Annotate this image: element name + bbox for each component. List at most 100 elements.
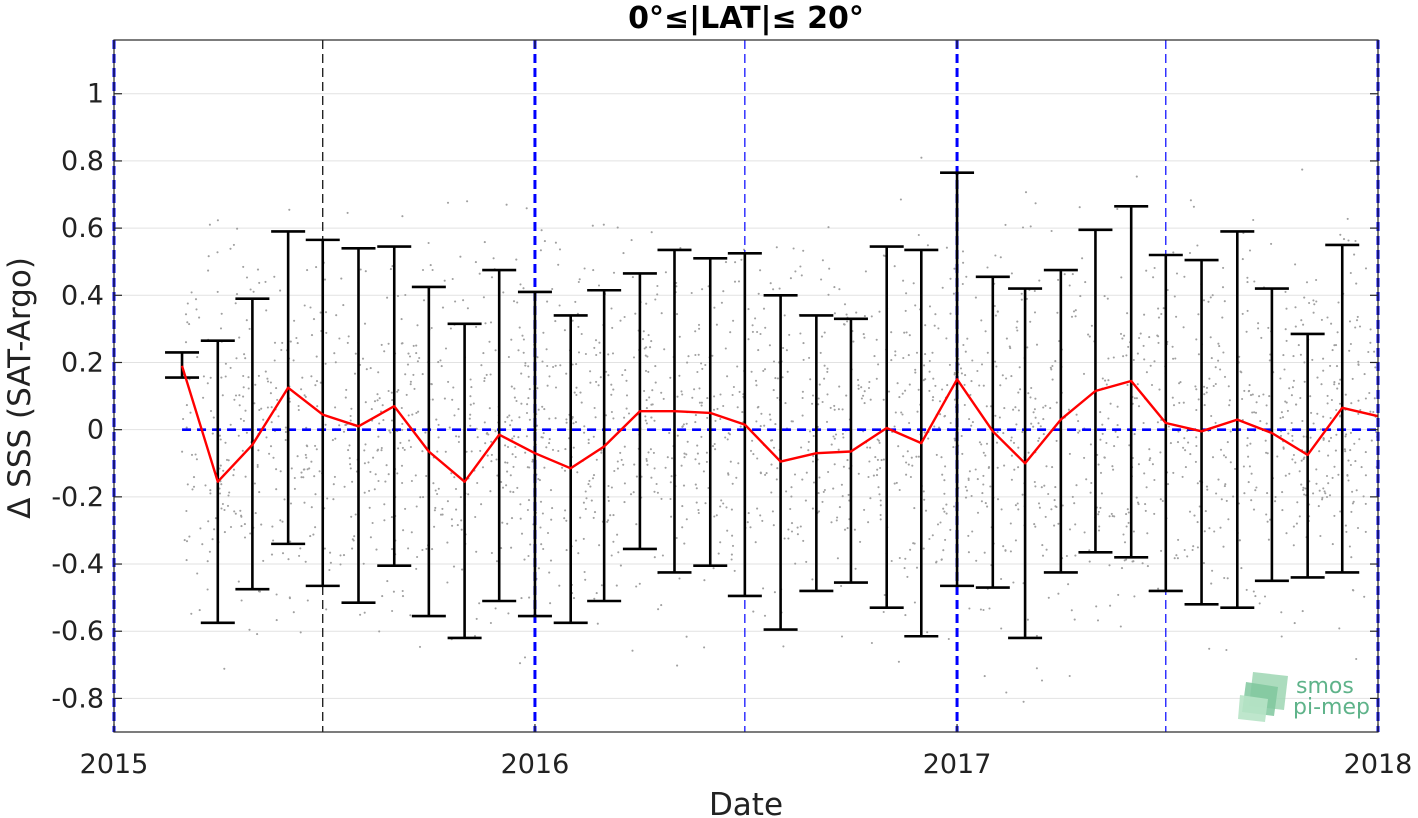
scatter-point (338, 424, 341, 427)
scatter-point (932, 396, 935, 399)
scatter-point (974, 468, 977, 471)
scatter-point (525, 207, 528, 210)
mean-line (180, 365, 1379, 483)
scatter-point (372, 456, 375, 459)
scatter-point (697, 323, 701, 326)
scatter-point (759, 514, 762, 517)
scatter-point (982, 451, 985, 454)
scatter-point (1364, 530, 1367, 533)
scatter-point (800, 446, 803, 449)
scatter-point (1281, 416, 1285, 419)
scatter-point (948, 363, 951, 366)
scatter-point (221, 394, 224, 397)
scatter-point (401, 589, 404, 593)
scatter-point (1013, 468, 1016, 471)
scatter-point (289, 340, 292, 343)
scatter-point (1033, 523, 1036, 526)
scatter-point (1205, 485, 1209, 488)
scatter-point (762, 369, 765, 372)
scatter-point (554, 241, 557, 244)
scatter-point (883, 593, 886, 597)
scatter-point (449, 327, 452, 330)
y-tick-label: 1 (87, 79, 104, 110)
scatter-point (841, 408, 844, 411)
scatter-point (209, 489, 212, 492)
scatter-point (1288, 472, 1291, 475)
scatter-point (181, 450, 184, 453)
scatter-point (266, 406, 269, 409)
scatter-point (882, 610, 885, 614)
scatter-point (1142, 344, 1145, 347)
scatter-point (416, 555, 419, 559)
scatter-point (863, 315, 866, 318)
scatter-point (242, 395, 245, 398)
scatter-point (645, 459, 648, 462)
scatter-point (1373, 350, 1376, 353)
scatter-point (1178, 382, 1181, 385)
scatter-point (264, 370, 267, 373)
scatter-point (1164, 640, 1167, 643)
scatter-point (897, 445, 900, 448)
scatter-point (836, 516, 839, 519)
scatter-point (853, 528, 856, 531)
scatter-point (762, 307, 766, 310)
scatter-point (1283, 368, 1286, 371)
logo-mark-front (1238, 695, 1268, 722)
scatter-point (342, 304, 345, 307)
scatter-point (749, 449, 753, 452)
scatter-point (1012, 581, 1015, 584)
scatter-point (935, 560, 938, 563)
scatter-point (1321, 498, 1324, 501)
scatter-point (1349, 271, 1352, 275)
scatter-point (876, 458, 879, 461)
scatter-point (928, 359, 931, 363)
scatter-point (1258, 395, 1261, 398)
scatter-point (1295, 522, 1298, 525)
scatter-point (1215, 492, 1218, 495)
scatter-point (1349, 431, 1352, 434)
scatter-point (275, 593, 278, 596)
scatter-point (1000, 577, 1003, 581)
scatter-point (641, 338, 645, 341)
scatter-point (1135, 397, 1138, 400)
scatter-point (1073, 502, 1076, 505)
scatter-point (879, 499, 882, 502)
scatter-point (804, 499, 807, 502)
scatter-point (542, 331, 545, 334)
scatter-point (542, 547, 545, 551)
scatter-point (502, 291, 505, 294)
scatter-point (1344, 435, 1347, 438)
scatter-point (1152, 276, 1155, 279)
scatter-point (541, 405, 544, 408)
scatter-point (1015, 326, 1018, 329)
scatter-point (908, 383, 911, 386)
scatter-point (789, 507, 792, 511)
scatter-point (1175, 315, 1178, 318)
scatter-point (749, 526, 752, 529)
scatter-point (1101, 377, 1104, 380)
scatter-point (905, 473, 908, 476)
scatter-point (272, 456, 275, 459)
scatter-point (1337, 473, 1340, 476)
scatter-point (1339, 510, 1342, 513)
scatter-point (944, 465, 947, 468)
scatter-point (359, 613, 362, 616)
scatter-point (998, 416, 1001, 419)
scatter-point (1228, 399, 1231, 402)
scatter-point (249, 288, 252, 291)
scatter-point (833, 404, 836, 407)
scatter-point (325, 608, 328, 611)
scatter-point (303, 501, 306, 504)
scatter-point (1021, 226, 1025, 229)
scatter-point (1312, 299, 1315, 302)
scatter-point (1032, 425, 1035, 428)
scatter-point (351, 480, 354, 483)
scatter-point (546, 384, 549, 387)
scatter-point (1053, 499, 1056, 502)
scatter-point (807, 449, 810, 452)
scatter-point (984, 454, 987, 457)
scatter-point (431, 548, 434, 551)
scatter-point (1290, 421, 1293, 425)
scatter-point (401, 481, 404, 485)
scatter-point (486, 431, 489, 435)
